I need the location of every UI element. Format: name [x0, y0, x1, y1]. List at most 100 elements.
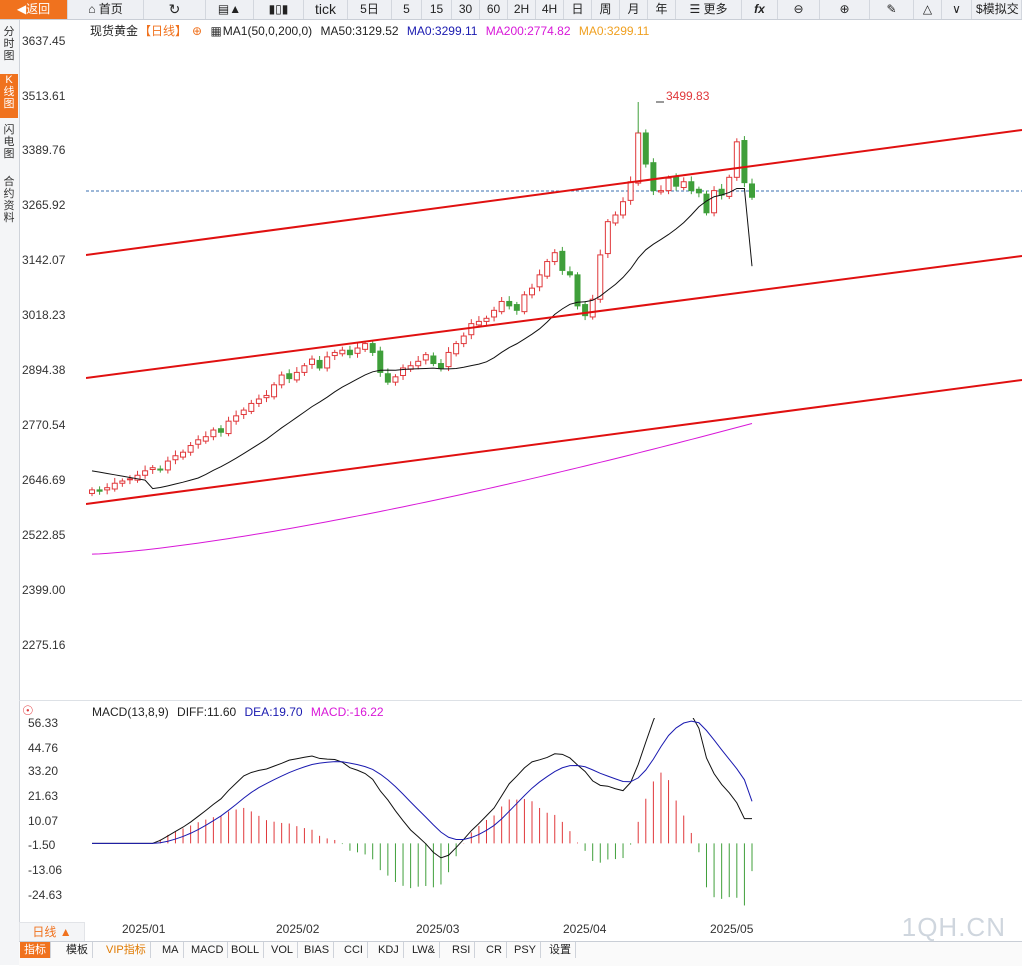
candle: [180, 451, 187, 458]
tab-cr[interactable]: CR: [482, 942, 507, 958]
candle: [384, 373, 391, 383]
ma0-value-secondary: MA0:3299.11: [578, 24, 650, 38]
back-button[interactable]: ◀返回: [0, 0, 68, 19]
macd-legend: MACD(13,8,9) DIFF:11.60 DEA:19.70 MACD:-…: [92, 705, 389, 719]
period-year-button[interactable]: 年: [648, 0, 676, 19]
candle: [104, 487, 111, 491]
refresh-button[interactable]: ↻: [144, 0, 206, 19]
candle: [559, 250, 566, 271]
period-4h-button[interactable]: 4H: [536, 0, 564, 19]
settings-icon[interactable]: ⊕: [192, 24, 203, 38]
ma200-line: [91, 422, 753, 555]
candle: [324, 356, 331, 369]
pencil-icon: ✎: [886, 2, 897, 16]
period-day-button[interactable]: 日: [564, 0, 592, 19]
candle: [301, 365, 308, 373]
macd-tick: 21.63: [28, 789, 59, 803]
candle: [119, 480, 126, 484]
period-2h-button[interactable]: 2H: [508, 0, 536, 19]
period-week-button[interactable]: 周: [592, 0, 620, 19]
tab-cci[interactable]: CCI: [340, 942, 368, 958]
tab-vip-indicators[interactable]: VIP指标: [102, 942, 151, 958]
candle: [316, 359, 323, 369]
macd-diff-line: [92, 718, 753, 859]
candle: [142, 470, 149, 476]
candle: [445, 351, 452, 368]
tab-boll[interactable]: BOLL: [227, 942, 265, 958]
period-15min-button[interactable]: 15: [422, 0, 452, 19]
sidebar-item-kline[interactable]: K线图: [0, 74, 18, 118]
bar-chart-icon: ▤▲: [217, 2, 242, 16]
candle: [202, 436, 209, 442]
price-tick: 3637.45: [22, 34, 66, 48]
candle: [422, 354, 429, 361]
candle: [400, 367, 407, 377]
tab-macd[interactable]: MACD: [187, 942, 229, 958]
tab-vol[interactable]: VOL: [267, 942, 299, 958]
candle: [673, 176, 680, 187]
candle: [529, 287, 535, 296]
candle: [604, 221, 611, 255]
candle: [225, 420, 232, 435]
candle: [377, 350, 384, 373]
x-tick: 2025/02: [276, 922, 320, 936]
sidebar-item-contract[interactable]: 合约资料: [3, 176, 15, 224]
more-button[interactable]: ☰ 更多: [676, 0, 742, 19]
candle: [574, 274, 581, 307]
tab-psy[interactable]: PSY: [510, 942, 542, 958]
draw-button[interactable]: ✎: [870, 0, 914, 19]
tab-indicators[interactable]: 指标: [20, 942, 51, 958]
tab-lw[interactable]: LW&: [408, 942, 441, 958]
candle: [248, 402, 255, 412]
tab-rsi[interactable]: RSI: [448, 942, 476, 958]
down-button[interactable]: ∨: [942, 0, 972, 19]
ma50-line: [91, 187, 753, 490]
candle: [149, 467, 156, 470]
chevron-down-icon: ∨: [952, 2, 961, 16]
simulate-trade-button[interactable]: $模拟交: [972, 0, 1022, 19]
home-button[interactable]: ⌂ 首页: [68, 0, 144, 19]
candle: [612, 214, 619, 224]
candle: [293, 371, 300, 381]
candle: [711, 190, 718, 214]
formula-button[interactable]: fx: [742, 0, 778, 19]
period-30min-button[interactable]: 30: [452, 0, 480, 19]
tab-settings[interactable]: 设置: [545, 942, 576, 958]
zoom-in-icon: ⊕: [839, 2, 850, 16]
sidebar-item-flash[interactable]: 闪电图: [3, 124, 15, 160]
indicator-icon[interactable]: ▦: [210, 24, 222, 38]
macd-settings-icon[interactable]: ☉: [22, 703, 34, 718]
zoom-out-button[interactable]: ⊖: [778, 0, 820, 19]
chart-legend: 现货黄金【日线】 ⊕ ▦MA1(50,0,200,0) MA50:3129.52 …: [90, 22, 654, 39]
sidebar-item-timeshare[interactable]: 分时图: [3, 26, 15, 62]
candle-type-button[interactable]: ▮▯▮: [254, 0, 304, 19]
candle: [430, 355, 437, 365]
macd-tick: 56.33: [28, 716, 59, 730]
zoom-in-button[interactable]: ⊕: [820, 0, 870, 19]
candle: [460, 335, 467, 345]
candle: [642, 132, 649, 165]
price-chart[interactable]: 3499.83: [86, 20, 1022, 700]
chart-type-button[interactable]: ▤▲: [206, 0, 254, 19]
tab-templates[interactable]: 模板: [62, 942, 93, 958]
macd-chart[interactable]: [86, 718, 1022, 918]
period-5min-button[interactable]: 5: [392, 0, 422, 19]
period-month-button[interactable]: 月: [620, 0, 648, 19]
period-60min-button[interactable]: 60: [480, 0, 508, 19]
instrument-name: 现货黄金: [90, 24, 139, 38]
tab-ma[interactable]: MA: [158, 942, 184, 958]
tick-button[interactable]: tick: [304, 0, 348, 19]
back-arrow-icon: ◀: [16, 2, 27, 16]
tab-kdj[interactable]: KDJ: [374, 942, 404, 958]
up-button[interactable]: △: [914, 0, 942, 19]
price-tick: 2646.69: [22, 473, 66, 487]
period-5day-button[interactable]: 5日: [348, 0, 392, 19]
candle: [240, 409, 247, 416]
candle: [164, 460, 171, 471]
price-tick: 2522.85: [22, 528, 66, 542]
period-selector[interactable]: 日线 ▲: [19, 922, 85, 942]
channel-lower-line: [86, 379, 1022, 505]
tab-bias[interactable]: BIAS: [300, 942, 335, 958]
candle: [513, 304, 520, 311]
macd-tick: -24.63: [28, 888, 63, 902]
